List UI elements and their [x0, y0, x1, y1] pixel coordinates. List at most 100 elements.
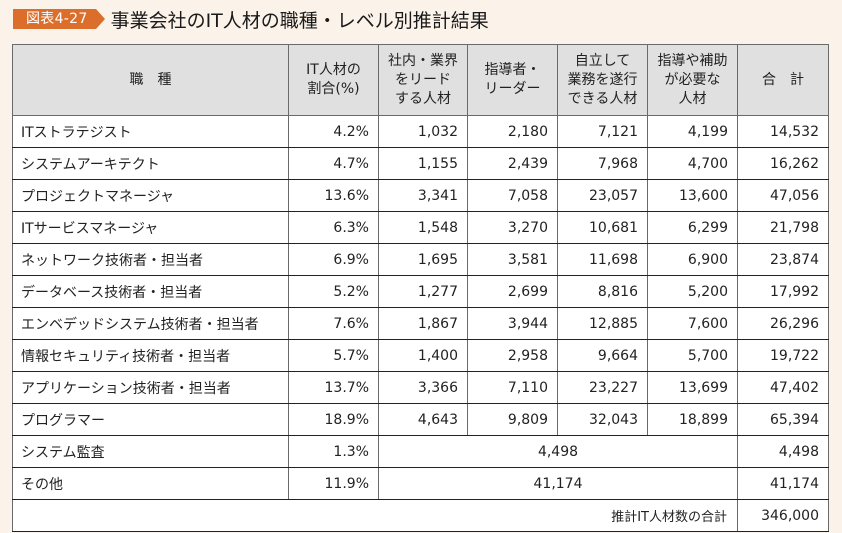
industry-leaders-cell: 1,277 [378, 275, 468, 308]
header-independent: 自立して 業務を遂行 できる人材 [557, 44, 648, 116]
table-row: 情報セキュリティ技術者・担当者 5.7% 1,400 2,958 9,664 5,700 1… [12, 339, 829, 372]
job-type-cell: アプリケーション技術者・担当者 [12, 371, 289, 404]
total-cell: 4,498 [737, 435, 829, 468]
share-cell: 5.2% [288, 275, 379, 308]
table-row: エンベデッドシステム技術者・担当者 7.6% 1,867 3,944 12,885 7,6… [12, 307, 829, 340]
figure-title-bar: 図表4-27 事業会社のIT人材の職種・レベル別推計結果 [13, 8, 489, 32]
leaders-cell: 2,439 [467, 147, 558, 180]
needs-support-cell: 4,700 [647, 147, 738, 180]
merged-level-cell: 4,498 [378, 435, 738, 468]
job-type-cell: ITストラテジスト [12, 115, 289, 148]
job-type-cell: プログラマー [12, 403, 289, 436]
industry-leaders-cell: 1,032 [378, 115, 468, 148]
share-cell: 11.9% [288, 467, 379, 500]
it-talent-estimate-table: 職 種 IT人材の 割合(%) 社内・業界 をリード する人材 指導者・ リーダー 自立して 業務… [12, 44, 829, 532]
needs-support-cell: 18,899 [647, 403, 738, 436]
table-row: プロジェクトマネージャ 13.6% 3,341 7,058 23,057 13,600 47… [12, 179, 829, 212]
independent-cell: 23,057 [557, 179, 648, 212]
independent-cell: 23,227 [557, 371, 648, 404]
grand-total-row: 推計IT人材数の合計 346,000 [12, 499, 829, 532]
industry-leaders-cell: 1,155 [378, 147, 468, 180]
leaders-cell: 2,180 [467, 115, 558, 148]
table-row: ITストラテジスト 4.2% 1,032 2,180 7,121 4,199 14,532 [12, 115, 829, 148]
table-row: アプリケーション技術者・担当者 13.7% 3,366 7,110 23,227 13,6… [12, 371, 829, 404]
share-cell: 6.3% [288, 211, 379, 244]
leaders-cell: 7,058 [467, 179, 558, 212]
job-type-cell: その他 [12, 467, 289, 500]
total-cell: 23,874 [737, 243, 829, 276]
independent-cell: 12,885 [557, 307, 648, 340]
share-cell: 6.9% [288, 243, 379, 276]
independent-cell: 11,698 [557, 243, 648, 276]
table-row: データベース技術者・担当者 5.2% 1,277 2,699 8,816 5,200 17,… [12, 275, 829, 308]
independent-cell: 7,968 [557, 147, 648, 180]
independent-cell: 32,043 [557, 403, 648, 436]
figure-title: 事業会社のIT人材の職種・レベル別推計結果 [110, 9, 489, 32]
job-type-cell: ITサービスマネージャ [12, 211, 289, 244]
industry-leaders-cell: 4,643 [378, 403, 468, 436]
leaders-cell: 7,110 [467, 371, 558, 404]
share-cell: 4.2% [288, 115, 379, 148]
industry-leaders-cell: 3,366 [378, 371, 468, 404]
job-type-cell: システムアーキテクト [12, 147, 289, 180]
needs-support-cell: 7,600 [647, 307, 738, 340]
leaders-cell: 2,958 [467, 339, 558, 372]
industry-leaders-cell: 3,341 [378, 179, 468, 212]
industry-leaders-cell: 1,400 [378, 339, 468, 372]
needs-support-cell: 5,700 [647, 339, 738, 372]
job-type-cell: 情報セキュリティ技術者・担当者 [12, 339, 289, 372]
header-needs-support: 指導や補助 が必要な 人材 [647, 44, 738, 116]
share-cell: 7.6% [288, 307, 379, 340]
leaders-cell: 3,581 [467, 243, 558, 276]
total-cell: 14,532 [737, 115, 829, 148]
table-header-row: 職 種 IT人材の 割合(%) 社内・業界 をリード する人材 指導者・ リーダー 自立して 業務… [12, 44, 829, 116]
total-cell: 17,992 [737, 275, 829, 308]
total-cell: 21,798 [737, 211, 829, 244]
share-cell: 4.7% [288, 147, 379, 180]
header-total: 合 計 [737, 44, 829, 116]
header-job-type: 職 種 [12, 44, 289, 116]
job-type-cell: プロジェクトマネージャ [12, 179, 289, 212]
leaders-cell: 3,270 [467, 211, 558, 244]
total-cell: 65,394 [737, 403, 829, 436]
industry-leaders-cell: 1,695 [378, 243, 468, 276]
grand-total-label: 推計IT人材数の合計 [12, 499, 738, 532]
leaders-cell: 9,809 [467, 403, 558, 436]
needs-support-cell: 13,699 [647, 371, 738, 404]
merged-level-cell: 41,174 [378, 467, 738, 500]
total-cell: 26,296 [737, 307, 829, 340]
total-cell: 19,722 [737, 339, 829, 372]
figure-number-badge: 図表4-27 [13, 9, 105, 29]
independent-cell: 10,681 [557, 211, 648, 244]
needs-support-cell: 13,600 [647, 179, 738, 212]
total-cell: 47,056 [737, 179, 829, 212]
share-cell: 1.3% [288, 435, 379, 468]
table-row: ITサービスマネージャ 6.3% 1,548 3,270 10,681 6,299 21,7… [12, 211, 829, 244]
needs-support-cell: 5,200 [647, 275, 738, 308]
grand-total-value: 346,000 [737, 499, 829, 532]
table-row: システムアーキテクト 4.7% 1,155 2,439 7,968 4,700 16,262 [12, 147, 829, 180]
job-type-cell: エンベデッドシステム技術者・担当者 [12, 307, 289, 340]
independent-cell: 8,816 [557, 275, 648, 308]
header-share: IT人材の 割合(%) [288, 44, 379, 116]
leaders-cell: 2,699 [467, 275, 558, 308]
share-cell: 18.9% [288, 403, 379, 436]
job-type-cell: ネットワーク技術者・担当者 [12, 243, 289, 276]
table-row: システム監査 1.3% 4,498 4,498 [12, 435, 829, 468]
total-cell: 47,402 [737, 371, 829, 404]
table-row: その他 11.9% 41,174 41,174 [12, 467, 829, 500]
table-row: ネットワーク技術者・担当者 6.9% 1,695 3,581 11,698 6,900 23… [12, 243, 829, 276]
total-cell: 16,262 [737, 147, 829, 180]
industry-leaders-cell: 1,548 [378, 211, 468, 244]
share-cell: 5.7% [288, 339, 379, 372]
needs-support-cell: 6,900 [647, 243, 738, 276]
independent-cell: 9,664 [557, 339, 648, 372]
table-row: プログラマー 18.9% 4,643 9,809 32,043 18,899 65,394 [12, 403, 829, 436]
industry-leaders-cell: 1,867 [378, 307, 468, 340]
share-cell: 13.7% [288, 371, 379, 404]
leaders-cell: 3,944 [467, 307, 558, 340]
job-type-cell: データベース技術者・担当者 [12, 275, 289, 308]
share-cell: 13.6% [288, 179, 379, 212]
job-type-cell: システム監査 [12, 435, 289, 468]
total-cell: 41,174 [737, 467, 829, 500]
